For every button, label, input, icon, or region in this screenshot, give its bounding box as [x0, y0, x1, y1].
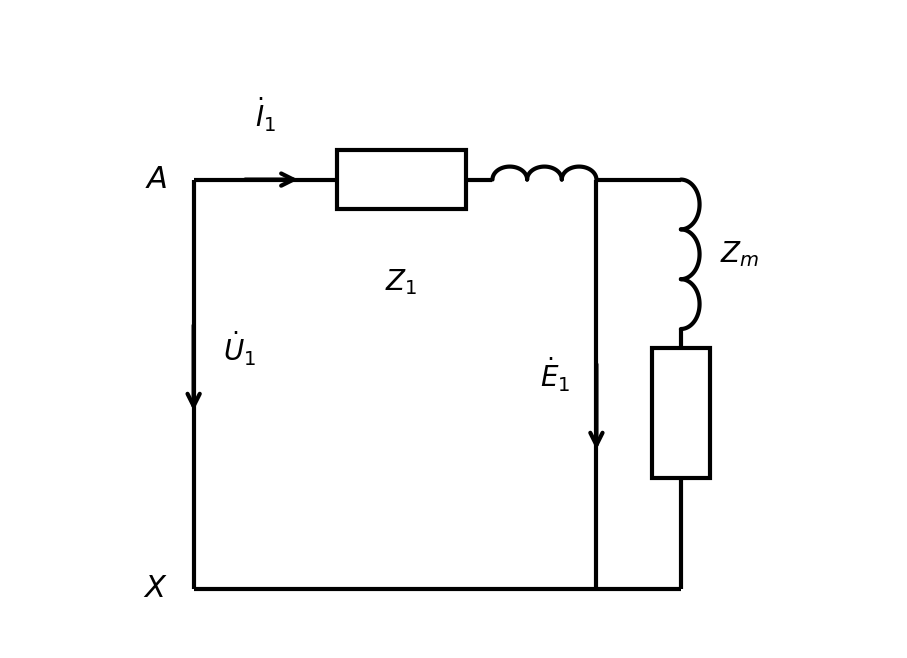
- Text: $A$: $A$: [145, 165, 168, 194]
- Text: $Z_1$: $Z_1$: [385, 267, 417, 297]
- Text: $\dot{E}_1$: $\dot{E}_1$: [540, 355, 571, 393]
- Text: $\dot{U}_1$: $\dot{U}_1$: [223, 330, 256, 368]
- Bar: [651, 349, 710, 478]
- Bar: [336, 150, 466, 209]
- Text: $Z_m$: $Z_m$: [720, 240, 759, 269]
- Text: $\dot{I}_1$: $\dot{I}_1$: [255, 96, 276, 134]
- Text: $X$: $X$: [143, 574, 168, 603]
